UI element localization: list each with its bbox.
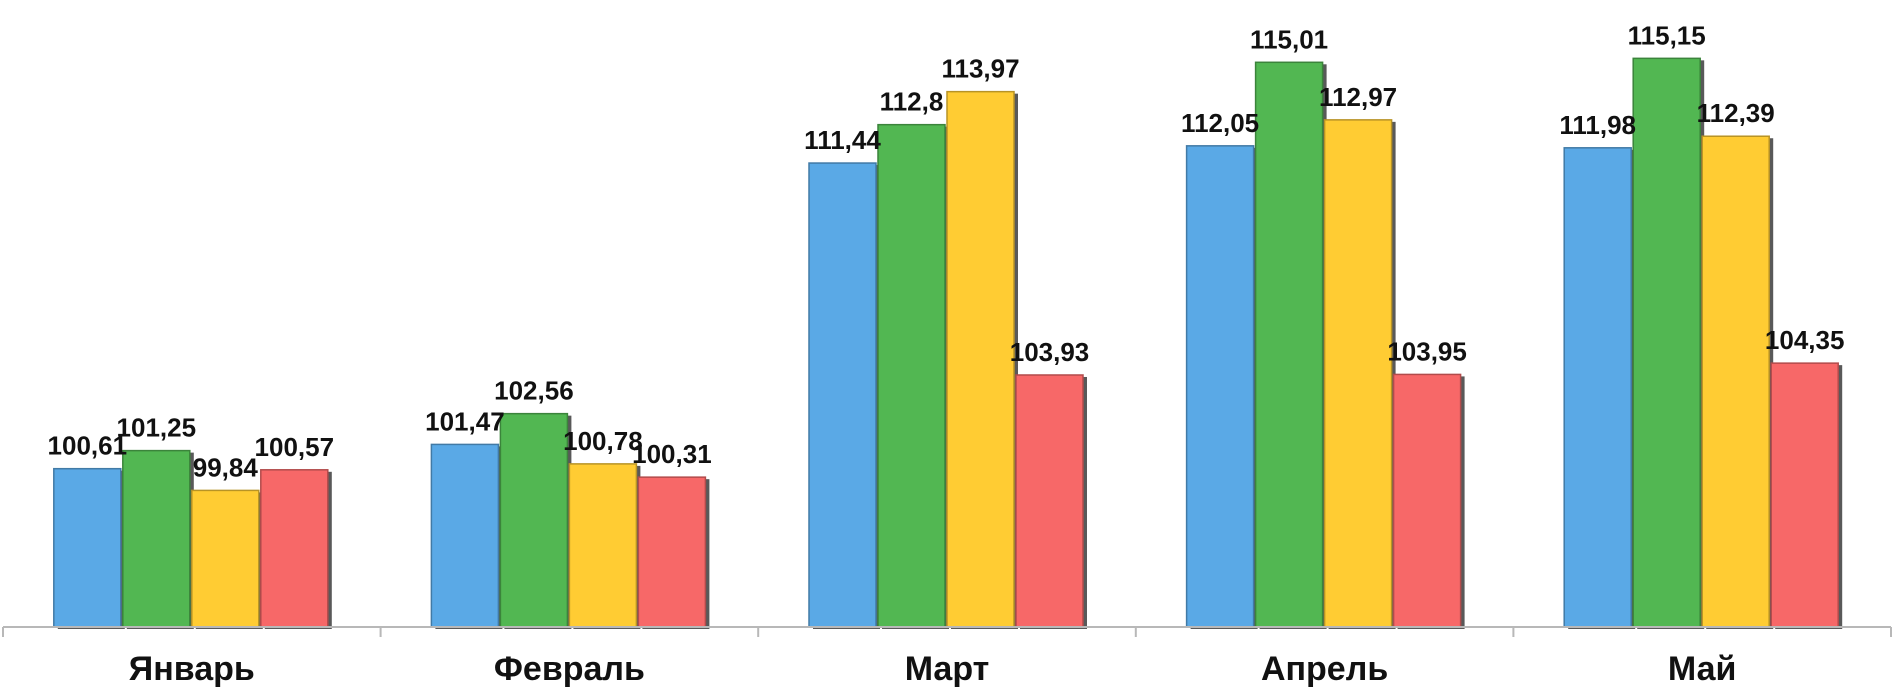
category-labels-layer: Январь Февраль Март Апрель Май	[129, 650, 1737, 688]
bar-value-label: 100,31	[632, 439, 712, 469]
category-label: Март	[905, 650, 990, 688]
bar	[808, 162, 877, 628]
x-axis	[2, 626, 1892, 637]
bar-value-label: 100,61	[48, 431, 128, 461]
bar-value-label: 104,35	[1765, 325, 1845, 355]
bar	[53, 467, 122, 628]
bar	[430, 443, 500, 628]
bar	[1563, 147, 1632, 628]
bar-value-label: 103,95	[1387, 336, 1467, 366]
category-label: Май	[1668, 650, 1737, 688]
category-label: Январь	[129, 650, 255, 688]
bar	[1254, 61, 1324, 628]
bar	[1632, 57, 1701, 628]
bar-value-label: 112,05	[1181, 108, 1259, 138]
bar	[568, 463, 638, 628]
bars-layer	[53, 57, 1843, 630]
bar	[877, 123, 946, 628]
bar-value-label: 112,97	[1319, 82, 1397, 112]
bar	[1770, 362, 1839, 628]
bar	[637, 476, 707, 628]
bar	[1323, 119, 1393, 628]
bar-value-label: 101,25	[117, 413, 197, 443]
bar-value-label: 99,84	[193, 452, 259, 482]
bar-value-label: 111,98	[1559, 110, 1636, 140]
category-label: Февраль	[494, 650, 645, 688]
bar-value-label: 115,15	[1628, 20, 1706, 50]
bar-value-label: 103,93	[1010, 337, 1090, 367]
bar-value-label: 115,01	[1250, 24, 1328, 54]
category-label: Апрель	[1261, 650, 1388, 688]
bar	[260, 469, 329, 628]
bar-value-label: 112,8	[880, 87, 944, 117]
bar	[1392, 373, 1462, 628]
bar	[122, 449, 191, 628]
bar-value-label: 112,39	[1697, 98, 1775, 128]
bar-value-label: 113,97	[941, 54, 1019, 84]
bar	[499, 412, 569, 628]
bar-value-label: 100,57	[255, 432, 335, 462]
bar	[191, 489, 260, 628]
bar-value-label: 101,47	[425, 406, 505, 436]
bar-value-label: 102,56	[494, 376, 574, 406]
bar	[946, 90, 1015, 628]
bar	[1185, 145, 1255, 628]
bar	[1015, 374, 1084, 628]
bar	[1701, 135, 1770, 628]
bar-value-label: 100,78	[563, 426, 643, 456]
bar-value-label: 111,44	[804, 125, 881, 155]
